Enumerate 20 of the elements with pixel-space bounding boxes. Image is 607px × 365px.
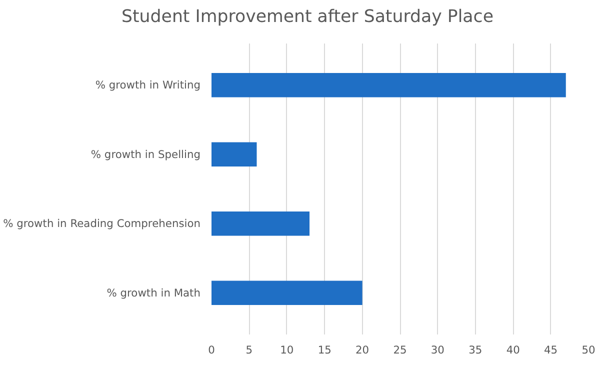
x-tick-label: 5: [246, 344, 253, 356]
y-tick-label: % growth in Math: [106, 286, 201, 300]
x-tick-label: 50: [582, 344, 596, 356]
y-tick-label: % growth in Writing: [95, 78, 201, 92]
y-tick-label: % growth in Spelling: [90, 148, 201, 161]
chart-title: Student Improvement after Saturday Place: [120, 6, 494, 29]
x-tick-label: 25: [393, 344, 407, 356]
bar: [212, 72, 566, 98]
x-tick-label: 35: [468, 344, 482, 356]
y-tick-label: % growth in Reading Comprehension: [3, 217, 201, 230]
x-tick-label: 15: [318, 344, 332, 356]
x-tick-label: 40: [506, 344, 520, 356]
x-tick-label: 10: [280, 344, 294, 356]
x-tick-label: 20: [356, 344, 370, 356]
bar: [212, 280, 362, 306]
x-tick-label: 30: [430, 344, 445, 356]
x-tick-label: 0: [208, 344, 216, 356]
bar: [212, 212, 310, 236]
x-tick-label: 45: [544, 344, 558, 356]
bar: [212, 142, 257, 166]
